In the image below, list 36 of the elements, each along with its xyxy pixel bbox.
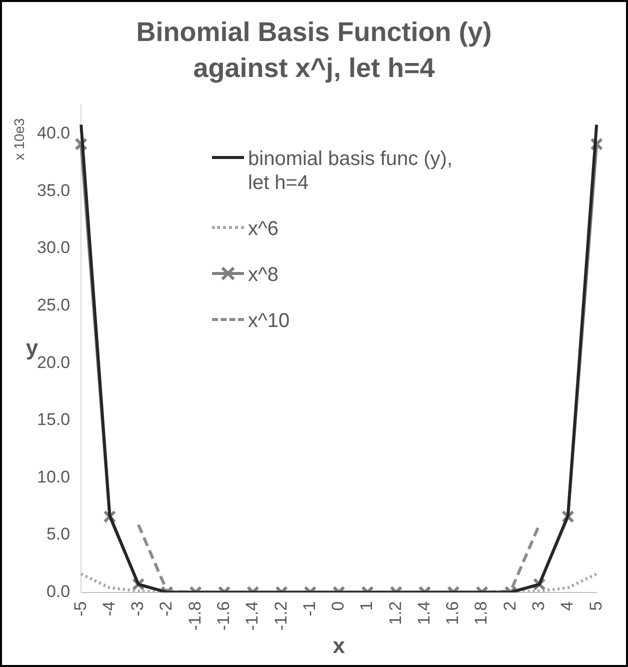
y-tick-label: 30.0 [36,238,70,258]
x-tick-label: 3 [529,601,548,611]
legend-label: x^10 [248,309,291,333]
y-tick-label: 5.0 [46,524,70,544]
x-tick-label: 1.4 [414,601,434,625]
chart-title: Binomial Basis Function (y) against x^j, let h=4 [135,16,493,85]
legend-label: x^8 [248,263,280,287]
x-tick-label: 0 [328,601,348,611]
x-tick-label: 2 [500,601,520,611]
y-tick-label: 10.0 [36,467,70,486]
y-tick-label: 20.0 [36,352,70,372]
y-tick-label: 0.0 [46,582,70,601]
x-tick-label: 1.8 [472,601,491,625]
x-tick-label: -1.4 [242,601,262,631]
y-tick-label: 40.0 [36,124,70,143]
x-tick-label: -1.2 [271,601,290,631]
x-tick-label: 1.2 [386,601,405,625]
x-tick-label: 1.6 [443,601,462,625]
y-axis-title: y [26,334,39,360]
x-tick-label: -5 [70,601,90,616]
y-tick-label: 35.0 [36,180,70,200]
y-tick-label: 25.0 [36,295,70,314]
y-tick-label: 15.0 [36,410,70,430]
x-tick-label: -4 [99,601,118,616]
text: x 10e3 [10,118,27,160]
x-axis-title: x [332,632,346,658]
legend-label: binomial basis func (y), let h=4 [248,147,454,195]
x-tick-label: -2 [156,601,176,616]
x-tick-label: -1 [300,601,319,616]
x-tick-label: -1.6 [214,601,233,631]
x-tick-label: -1.8 [185,601,204,631]
legend-label: x^6 [248,217,280,241]
x-tick-label: -3 [128,601,148,616]
x-tick-label: 1 [357,601,376,611]
x-tick-label: 4 [558,601,577,611]
x-tick-label: 5 [586,601,606,611]
